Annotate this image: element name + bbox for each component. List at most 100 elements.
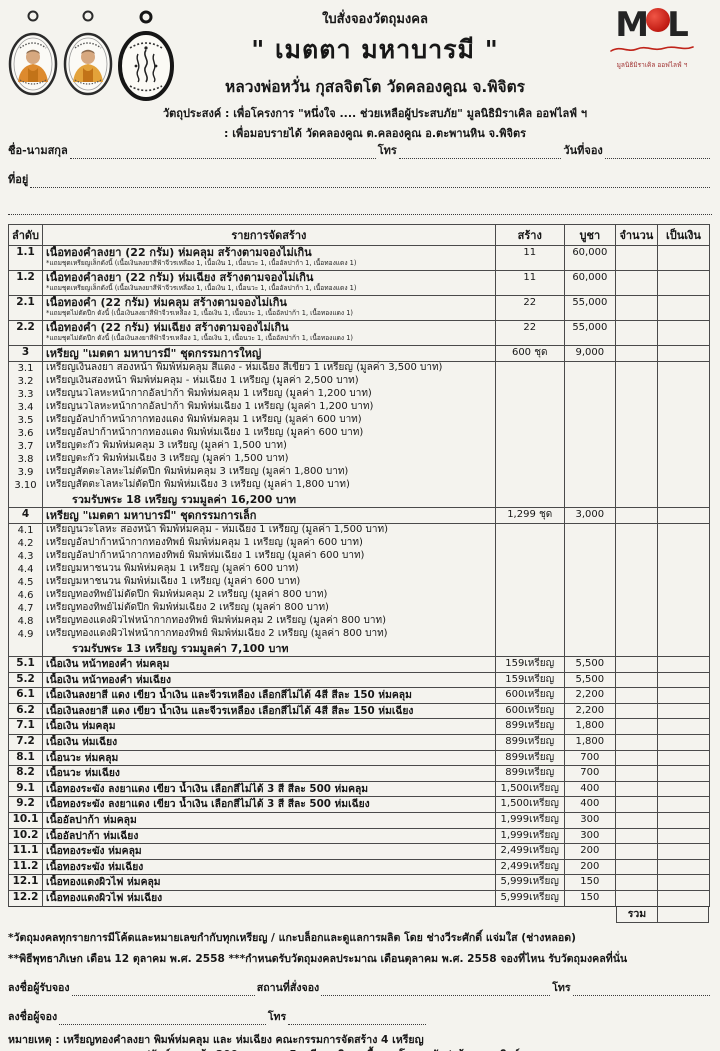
order-quantity-cell[interactable] <box>614 718 658 735</box>
name-input[interactable] <box>69 146 376 159</box>
order-quantity-cell[interactable] <box>614 733 658 751</box>
order-quantity-cell[interactable] <box>614 589 658 602</box>
order-quantity-cell[interactable] <box>614 388 658 401</box>
order-amount-cell[interactable] <box>656 641 711 657</box>
order-amount-cell[interactable] <box>656 453 711 466</box>
order-amount-cell[interactable] <box>656 749 711 766</box>
order-date-input[interactable] <box>604 146 710 159</box>
order-quantity-cell[interactable] <box>614 466 658 479</box>
order-quantity-cell[interactable] <box>614 656 658 673</box>
address-input-line2[interactable] <box>8 201 712 215</box>
order-amount-cell[interactable] <box>656 401 711 414</box>
orderer-signature-input[interactable] <box>59 1012 266 1025</box>
order-quantity-cell[interactable] <box>614 523 658 537</box>
grand-total-row: รวม <box>616 906 710 923</box>
orderer-phone-input[interactable] <box>288 1012 426 1025</box>
order-amount-cell[interactable] <box>656 718 711 735</box>
order-amount-cell[interactable] <box>656 589 711 602</box>
order-amount-cell[interactable] <box>656 563 711 576</box>
order-amount-cell[interactable] <box>656 602 711 615</box>
order-amount-cell[interactable] <box>656 388 711 401</box>
order-amount-cell[interactable] <box>656 702 711 719</box>
receiver-signature-input[interactable] <box>71 983 255 996</box>
order-quantity-cell[interactable] <box>614 602 658 615</box>
order-amount-cell[interactable] <box>656 656 711 673</box>
order-quantity-cell[interactable] <box>614 453 658 466</box>
order-amount-cell[interactable] <box>656 295 711 321</box>
address-input[interactable] <box>30 175 710 188</box>
receiver-signature-line: ลงชื่อผู้รับจอง สถานที่สั่งจอง โทร <box>8 979 712 996</box>
order-quantity-cell[interactable] <box>614 858 658 875</box>
order-quantity-cell[interactable] <box>614 245 658 271</box>
order-quantity-cell[interactable] <box>614 401 658 414</box>
order-amount-cell[interactable] <box>656 628 711 641</box>
order-amount-cell[interactable] <box>656 466 711 479</box>
order-quantity-cell[interactable] <box>614 414 658 427</box>
order-amount-cell[interactable] <box>656 671 711 688</box>
order-amount-cell[interactable] <box>656 733 711 751</box>
order-quantity-cell[interactable] <box>614 749 658 766</box>
table-row: 3.6 เหรียญอัลปาก้าหน้ากากทองแดง พิมพ์ห่มเ… <box>7 427 711 440</box>
order-quantity-cell[interactable] <box>614 270 658 296</box>
order-amount-cell[interactable] <box>656 270 711 296</box>
order-amount-cell[interactable] <box>656 687 711 704</box>
order-amount-cell[interactable] <box>656 576 711 589</box>
order-amount-cell[interactable] <box>656 537 711 550</box>
order-quantity-cell[interactable] <box>614 780 658 797</box>
order-amount-cell[interactable] <box>656 507 711 524</box>
order-amount-cell[interactable] <box>656 858 711 875</box>
order-amount-cell[interactable] <box>656 345 711 362</box>
order-amount-cell[interactable] <box>656 889 711 906</box>
order-quantity-cell[interactable] <box>614 576 658 589</box>
order-amount-cell[interactable] <box>656 796 711 813</box>
order-quantity-cell[interactable] <box>614 345 658 362</box>
order-quantity-cell[interactable] <box>614 827 658 844</box>
order-amount-cell[interactable] <box>656 780 711 797</box>
order-quantity-cell[interactable] <box>614 615 658 628</box>
grand-total-amount-cell[interactable] <box>657 906 709 923</box>
order-quantity-cell[interactable] <box>614 440 658 453</box>
order-amount-cell[interactable] <box>656 811 711 829</box>
order-quantity-cell[interactable] <box>614 563 658 576</box>
order-amount-cell[interactable] <box>656 375 711 388</box>
order-quantity-cell[interactable] <box>614 843 658 860</box>
order-quantity-cell[interactable] <box>614 427 658 440</box>
order-amount-cell[interactable] <box>656 479 711 492</box>
order-amount-cell[interactable] <box>656 492 711 508</box>
order-amount-cell[interactable] <box>656 765 711 782</box>
order-quantity-cell[interactable] <box>614 361 658 375</box>
order-amount-cell[interactable] <box>656 827 711 844</box>
order-quantity-cell[interactable] <box>614 811 658 829</box>
order-quantity-cell[interactable] <box>614 874 658 891</box>
order-amount-cell[interactable] <box>656 550 711 563</box>
order-quantity-cell[interactable] <box>614 320 658 346</box>
order-quantity-cell[interactable] <box>614 765 658 782</box>
order-quantity-cell[interactable] <box>614 796 658 813</box>
order-quantity-cell[interactable] <box>614 537 658 550</box>
order-quantity-cell[interactable] <box>614 492 658 508</box>
order-quantity-cell[interactable] <box>614 628 658 641</box>
order-amount-cell[interactable] <box>656 414 711 427</box>
order-quantity-cell[interactable] <box>614 687 658 704</box>
order-amount-cell[interactable] <box>656 427 711 440</box>
order-amount-cell[interactable] <box>656 843 711 860</box>
order-quantity-cell[interactable] <box>614 507 658 524</box>
order-quantity-cell[interactable] <box>614 641 658 657</box>
order-quantity-cell[interactable] <box>614 550 658 563</box>
order-place-input[interactable] <box>321 983 551 996</box>
order-quantity-cell[interactable] <box>614 702 658 719</box>
order-quantity-cell[interactable] <box>614 375 658 388</box>
order-amount-cell[interactable] <box>656 440 711 453</box>
phone-input[interactable] <box>398 146 562 159</box>
order-quantity-cell[interactable] <box>614 889 658 906</box>
order-amount-cell[interactable] <box>656 523 711 537</box>
order-amount-cell[interactable] <box>656 320 711 346</box>
order-quantity-cell[interactable] <box>614 479 658 492</box>
receiver-phone-input[interactable] <box>572 983 711 996</box>
order-quantity-cell[interactable] <box>614 295 658 321</box>
order-quantity-cell[interactable] <box>614 671 658 688</box>
order-amount-cell[interactable] <box>656 361 711 375</box>
order-amount-cell[interactable] <box>656 245 711 271</box>
order-amount-cell[interactable] <box>656 874 711 891</box>
order-amount-cell[interactable] <box>656 615 711 628</box>
